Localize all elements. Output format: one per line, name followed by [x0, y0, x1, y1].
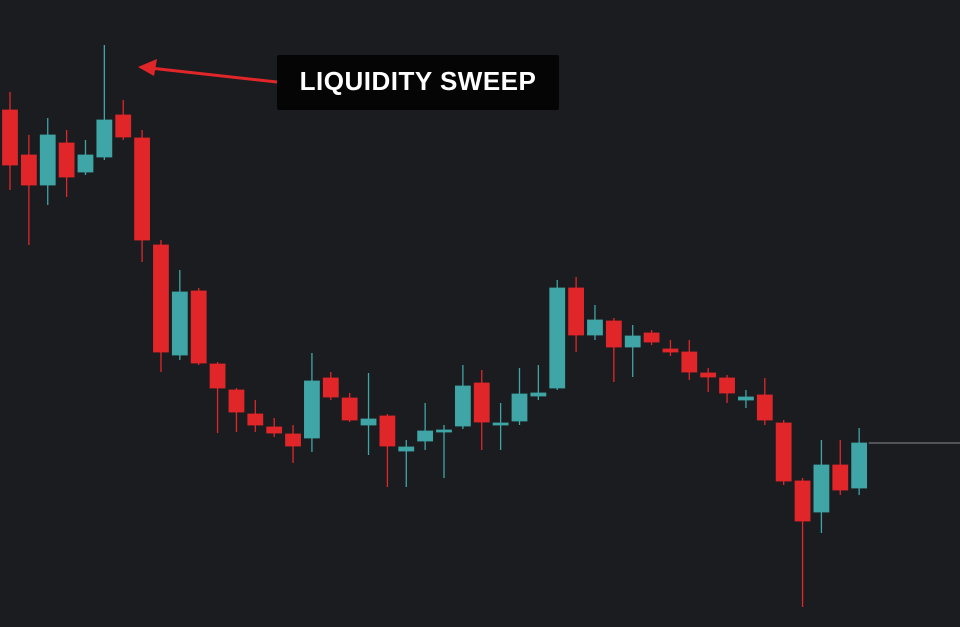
annotation-arrow	[149, 66, 278, 84]
candle-body	[115, 114, 132, 138]
candle-body	[209, 363, 226, 389]
candle-body	[605, 320, 622, 348]
candle-body	[96, 119, 113, 158]
candle-body	[719, 377, 735, 394]
candle-body	[304, 380, 320, 439]
plot-area	[2, 45, 960, 607]
candle-body	[20, 154, 37, 186]
candle-body	[360, 418, 377, 426]
candle-body	[285, 433, 301, 447]
candle-body	[624, 335, 641, 348]
candle-body	[851, 442, 868, 489]
candle-body	[341, 397, 358, 421]
candle-body	[134, 137, 150, 241]
candle-body	[813, 464, 830, 513]
candle-body	[266, 426, 283, 434]
candle-body	[511, 393, 528, 422]
candle-body	[417, 430, 434, 442]
candle-body	[58, 142, 75, 178]
candle-body	[643, 332, 660, 343]
candle-body	[2, 109, 18, 166]
candle-body	[247, 413, 264, 426]
candle-body	[568, 287, 584, 336]
candle-body	[549, 287, 566, 389]
candle-body	[681, 351, 698, 373]
annotation-text: LIQUIDITY SWEEP	[300, 66, 537, 96]
candle-body	[39, 134, 56, 186]
candle-body	[153, 244, 169, 353]
candle-body	[379, 415, 396, 447]
candle-body	[454, 385, 471, 427]
candle-body	[190, 290, 207, 364]
candle-body	[171, 291, 188, 356]
candle-body	[530, 392, 547, 397]
candle-body	[492, 422, 509, 426]
annotation-arrowhead	[138, 59, 157, 76]
candle-body	[832, 464, 849, 491]
annotation-box	[277, 55, 559, 110]
candle-body	[228, 389, 245, 413]
candle-body	[756, 394, 773, 421]
candle-body	[322, 377, 339, 398]
candle-body	[587, 319, 603, 336]
candle-body	[775, 422, 792, 482]
candle-body	[738, 396, 754, 401]
candle-body	[77, 154, 94, 173]
candle-body	[794, 480, 811, 522]
candle-body	[436, 429, 452, 433]
candle-body	[473, 382, 490, 423]
candle-body	[662, 348, 679, 353]
candle-body	[700, 372, 717, 378]
candle-body	[398, 446, 415, 452]
